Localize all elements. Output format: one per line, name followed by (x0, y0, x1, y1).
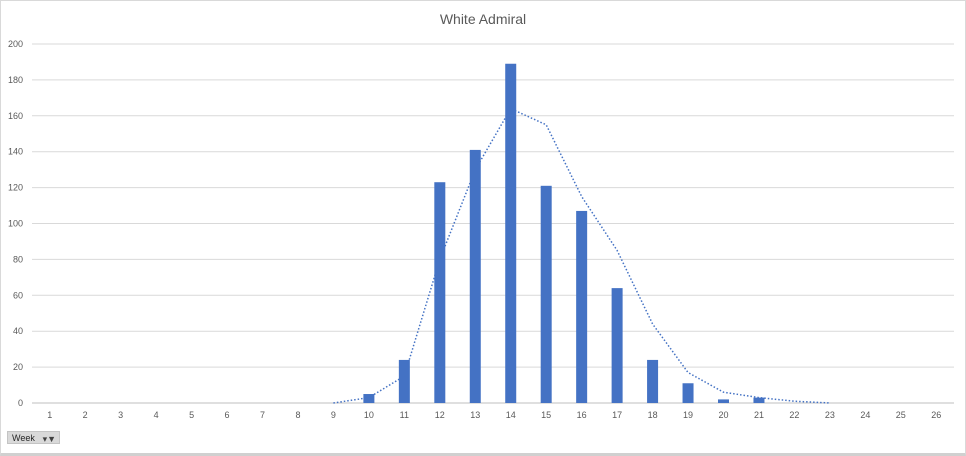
x-tick-label: 23 (825, 410, 835, 420)
x-tick-label: 2 (83, 410, 88, 420)
y-tick-label: 100 (8, 219, 23, 229)
bar (611, 288, 623, 403)
bar-series (363, 63, 765, 404)
bar (576, 210, 588, 403)
y-tick-label: 60 (13, 290, 23, 300)
bar (434, 182, 446, 403)
x-tick-label: 5 (189, 410, 194, 420)
x-tick-label: 19 (683, 410, 693, 420)
y-tick-label: 0 (18, 398, 23, 408)
x-tick-label: 6 (225, 410, 230, 420)
trendline (333, 107, 830, 404)
x-tick-label: 4 (154, 410, 159, 420)
x-tick-label: 17 (612, 410, 622, 420)
filter-dropdown-icon[interactable]: ▾▼ (42, 434, 56, 444)
x-tick-label: 8 (295, 410, 300, 420)
y-tick-label: 20 (13, 362, 23, 372)
x-tick-label: 12 (435, 410, 445, 420)
bar (505, 63, 517, 404)
bar (469, 149, 481, 403)
bar (682, 383, 694, 403)
field-button-label: Week (12, 433, 35, 443)
bar (363, 394, 375, 403)
x-axis: 1 2 3 4 5 6 7 8 9 10 11 12 13 14 15 16 17 18 19 20 21 22 23 24 2… (47, 410, 941, 420)
week-field-button[interactable]: Week ▾▼ (7, 431, 60, 444)
x-tick-label: 1 (47, 410, 52, 420)
x-tick-label: 9 (331, 410, 336, 420)
y-tick-label: 120 (8, 183, 23, 193)
x-tick-label: 13 (470, 410, 480, 420)
x-tick-label: 14 (506, 410, 516, 420)
bar (753, 397, 765, 403)
x-tick-label: 10 (364, 410, 374, 420)
y-tick-label: 80 (13, 254, 23, 264)
x-tick-label: 25 (896, 410, 906, 420)
x-tick-label: 20 (718, 410, 728, 420)
bar (398, 359, 410, 403)
x-tick-label: 21 (754, 410, 764, 420)
x-tick-label: 15 (541, 410, 551, 420)
x-tick-label: 22 (789, 410, 799, 420)
y-tick-label: 180 (8, 75, 23, 85)
chart-title: White Admiral (439, 11, 527, 27)
x-tick-label: 16 (577, 410, 587, 420)
x-tick-label: 18 (648, 410, 658, 420)
x-tick-label: 11 (400, 410, 409, 420)
x-tick-label: 26 (931, 410, 941, 420)
y-tick-label: 140 (8, 147, 23, 157)
x-tick-label: 7 (260, 410, 265, 420)
x-tick-label: 3 (118, 410, 123, 420)
bar (718, 399, 729, 403)
y-axis: 0 20 40 60 80 100 120 140 160 180 200 (8, 39, 23, 408)
gridlines (32, 43, 954, 404)
y-tick-label: 40 (13, 326, 23, 336)
y-tick-label: 160 (8, 111, 23, 121)
x-tick-label: 24 (860, 410, 870, 420)
bar (647, 359, 659, 403)
y-tick-label: 200 (8, 39, 23, 49)
bar (540, 185, 552, 403)
